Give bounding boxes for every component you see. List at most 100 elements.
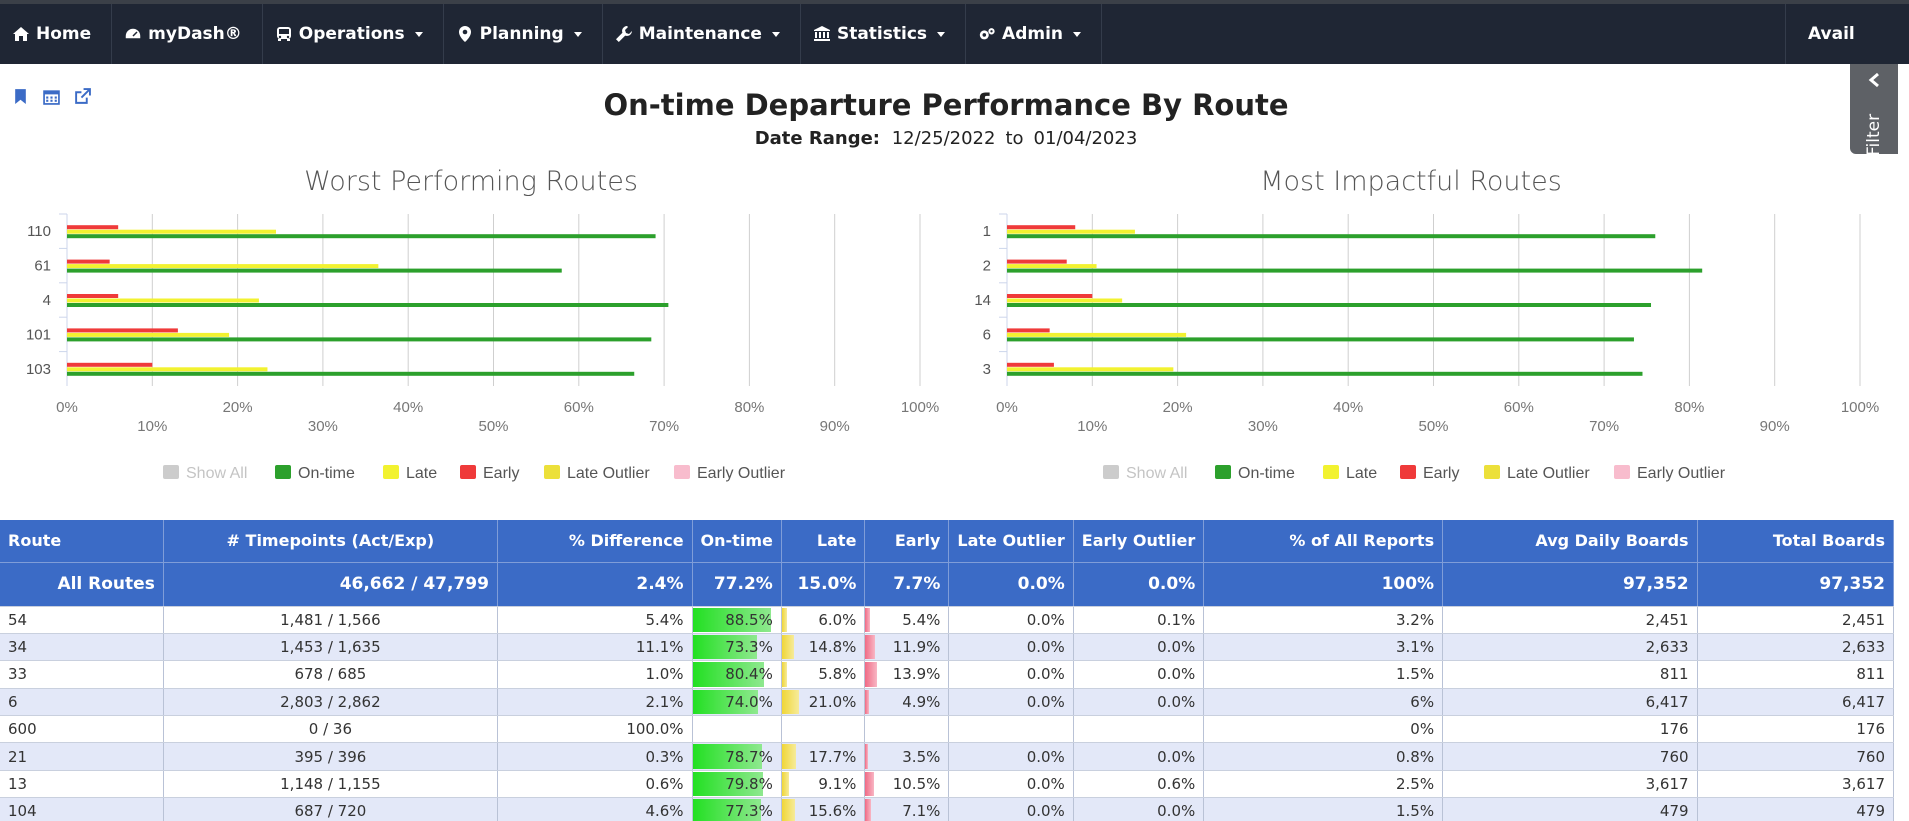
legend-swatch[interactable] [275,465,291,479]
table-cell: 5.4% [497,606,693,634]
legend-item-label[interactable]: Show All [186,465,247,482]
table-cell-early: 4.9% [864,688,950,717]
ontime-bar-fill [692,662,764,687]
table-cell: 479 [1697,797,1895,821]
column-header[interactable]: Late Outlier [948,520,1074,562]
legend-swatch[interactable] [674,465,690,479]
legend-item-label[interactable]: Late Outlier [567,465,650,482]
route-cell: 6 [0,688,164,717]
table-cell: 0.0% [948,742,1074,771]
nav-statistics[interactable]: Statistics [801,4,967,64]
legend-swatch[interactable] [1400,465,1416,479]
nav-avail[interactable]: Avail [1785,4,1909,64]
column-header[interactable]: Total Boards [1697,520,1895,562]
late-bar-fill [781,771,790,797]
legend-item-label[interactable]: Late [406,465,437,482]
legend-item-label[interactable]: Early Outlier [1637,465,1726,482]
table-cell: 3.1% [1203,633,1444,662]
legend-item-label[interactable]: Early [1423,465,1459,482]
bar-on-time [1007,303,1652,307]
column-header[interactable]: # Timepoints (Act/Exp) [163,520,498,562]
legend-swatch[interactable] [460,465,476,479]
legend-swatch[interactable] [1323,465,1339,479]
table-cell: 11.1% [497,633,693,662]
legend-item-label[interactable]: Late [1346,465,1377,482]
table-row[interactable]: 104 687 / 720 4.6% 77.3% 15.6% 7.1% 0.0% 0.0% 1.… [0,797,1895,821]
legend-swatch[interactable] [544,465,560,479]
nav-operations[interactable]: Operations [263,4,444,64]
legend-item-label[interactable]: Show All [1126,465,1187,482]
column-header[interactable]: Late [781,520,866,562]
legend-swatch[interactable] [163,465,179,479]
table-cell: 0.0% [1073,797,1205,821]
external-link-icon[interactable] [74,88,91,105]
cell-value: 73.3% [725,638,773,657]
legend-item-label[interactable]: Early Outlier [697,465,786,482]
legend-item-label[interactable]: Early [483,465,519,482]
ontime-bar-fill [692,771,763,797]
legend-swatch[interactable] [1614,465,1630,479]
column-header[interactable]: On-time [692,520,782,562]
legend-item-label[interactable]: Late Outlier [1507,465,1590,482]
legend-item-label[interactable]: On-time [298,465,355,482]
legend-swatch[interactable] [1484,465,1500,479]
table-cell: 176 [1697,715,1895,744]
table-cell-ontime: 80.4% [692,660,782,689]
table-cell-late: 15.6% [781,797,866,821]
bookmark-icon[interactable] [12,88,29,105]
table-row[interactable]: 21 395 / 396 0.3% 78.7% 17.7% 3.5% 0.0% 0.0% 0.8… [0,742,1895,771]
table-cell: 0.0% [948,606,1074,634]
nav-home[interactable]: Home [0,4,113,64]
late-bar-fill [781,799,795,821]
table-row[interactable]: 600 0 / 36 100.0% 0% 176 176 [0,715,1895,744]
column-header[interactable]: Route [0,520,164,562]
cell-value: 11.9% [892,638,941,657]
nav-maintenance[interactable]: Maintenance [603,4,801,64]
filter-tab[interactable]: Filter [1850,64,1898,156]
table-row[interactable]: 34 1,453 / 1,635 11.1% 73.3% 14.8% 11.9% 0.0% 0… [0,633,1895,662]
table-row[interactable]: 6 2,803 / 2,862 2.1% 74.0% 21.0% 4.9% 0.0% 0.0%… [0,688,1895,717]
table-cell-early: 7.1% [864,797,950,821]
ontime-bar-fill [692,634,758,660]
table-cell: 3,617 [1442,770,1698,799]
nav-admin[interactable]: Admin [966,4,1103,64]
legend-swatch[interactable] [1103,465,1119,479]
late-bar-fill [781,744,797,769]
legend-swatch[interactable] [383,465,399,479]
bar-late [1007,229,1135,234]
table-row[interactable]: 13 1,148 / 1,155 0.6% 79.8% 9.1% 10.5% 0.0% 0.6… [0,770,1895,799]
table-row[interactable]: 54 1,481 / 1,566 5.4% 88.5% 6.0% 5.4% 0.0% 0.1%… [0,606,1895,634]
legend-item-label[interactable]: On-time [1238,465,1295,482]
cell-value: 9.1% [818,775,857,794]
early-bar-fill [865,662,877,687]
date-range: Date Range: 12/25/2022 to 01/04/2023 [0,128,1892,149]
column-header[interactable]: % of All Reports [1203,520,1444,562]
nav-mydash[interactable]: myDash® [112,4,263,64]
summary-row: All Routes 46,662 / 47,799 2.4% 77.2% 15.0% 7… [0,561,1895,607]
table-cell: 0.6% [497,770,693,799]
nav-label: Maintenance [638,24,762,44]
column-header[interactable]: Avg Daily Boards [1442,520,1698,562]
chevron-left-icon [1867,72,1881,92]
column-header[interactable]: % Difference [497,520,693,562]
column-header[interactable]: Early Outlier [1073,520,1205,562]
table-row[interactable]: 33 678 / 685 1.0% 80.4% 5.8% 13.9% 0.0% 0.0% 1.5… [0,660,1895,689]
legend-swatch[interactable] [1215,465,1231,479]
calendar-icon[interactable] [43,88,60,105]
column-header[interactable]: Early [864,520,950,562]
nav-planning[interactable]: Planning [444,4,603,64]
bar-late [67,229,276,234]
late-bar-fill [781,634,795,660]
bar-early [67,294,119,298]
bar-late [1007,332,1187,337]
table-cell: 2,451 [1442,606,1698,634]
cell-value: 5.8% [818,665,857,684]
table-cell: 6% [1203,688,1444,717]
page-title: On-time Departure Performance By Route [603,88,1289,122]
bar-late [67,264,379,269]
table-cell: 6,417 [1442,688,1698,717]
table-cell: 0.0% [1073,742,1205,771]
table-cell: 2,633 [1442,633,1698,662]
top-stripe [0,0,1909,4]
table-cell: 1,148 / 1,155 [163,770,498,799]
